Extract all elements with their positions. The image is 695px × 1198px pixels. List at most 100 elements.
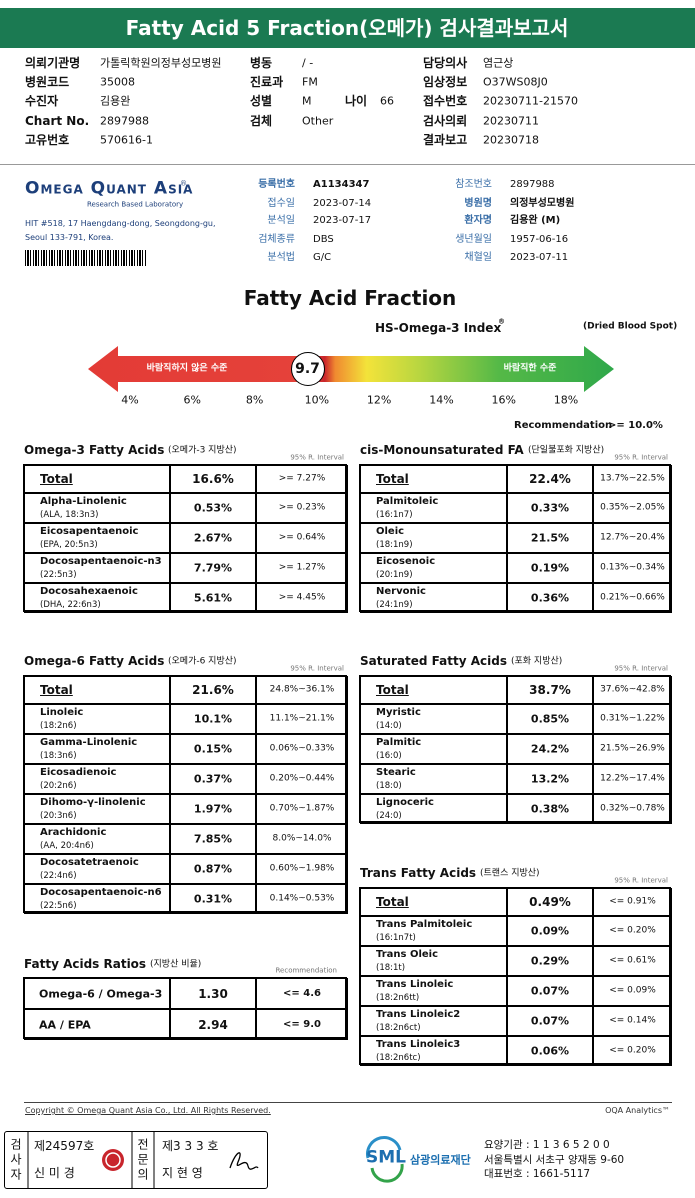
barcode (25, 250, 147, 266)
acid-range: 0.31%~1.22% (600, 713, 665, 724)
table-cell (592, 492, 672, 523)
table-cell (592, 793, 672, 824)
acid-code: (22:5n3) (40, 569, 77, 580)
table-cell (359, 975, 507, 1006)
table-cell (23, 1008, 170, 1040)
acid-code: (20:1n9) (376, 569, 413, 580)
org-logo: SML (366, 1147, 406, 1168)
lab-value: 의정부성모병원 (510, 198, 575, 209)
table-cell (169, 703, 256, 734)
info-label: 진료과 (250, 75, 284, 89)
table-cell (592, 703, 672, 734)
acid-value: 0.07% (530, 1014, 570, 1028)
acid-range: >= 0.64% (278, 532, 326, 543)
table-cell (169, 793, 256, 824)
acid-value: 0.33% (530, 501, 570, 515)
table-cell (23, 977, 170, 1009)
acid-code: (18:2n6tc) (376, 1052, 421, 1063)
acid-value: 0.36% (530, 591, 570, 605)
ratio-value: 1.30 (198, 986, 228, 1001)
acid-value: 0.85% (530, 712, 570, 726)
acid-range: 0.20%~0.44% (269, 773, 335, 784)
lab-logo: Omega Quant Asia (25, 178, 194, 199)
acid-name: Alpha-Linolenic (40, 496, 127, 507)
info-value: 김용완 (100, 94, 131, 108)
total-range: 37.6%~42.8% (600, 684, 665, 695)
lab-value: 김용완 (M) (510, 215, 561, 226)
lab-value: DBS (313, 234, 334, 245)
acid-range: 0.32%~0.78% (600, 803, 665, 814)
info-label: 접수번호 (423, 94, 468, 108)
info-label: 수진자 (25, 94, 59, 108)
sign-label: 검사자 (10, 1137, 22, 1182)
table-cell (506, 975, 593, 1006)
interval-label: 95% R. Interval (614, 453, 668, 462)
info-value: 570616-1 (100, 133, 153, 147)
table-cell (506, 464, 593, 493)
table-cell (359, 793, 507, 824)
table-cell (23, 763, 170, 794)
table-title: Omega-3 Fatty Acids (24, 443, 165, 457)
table-subtitle: (지방산 비율) (150, 959, 202, 970)
tick-label: 10% (304, 393, 330, 407)
info-label: 결과보고 (423, 133, 468, 147)
total-range: 24.8%~36.1% (269, 684, 335, 695)
table-cell (169, 977, 256, 1009)
sign-label: 전문의 (137, 1137, 149, 1182)
acid-value: 0.37% (193, 772, 233, 786)
acid-name: Myristic (376, 707, 421, 718)
table-cell (592, 552, 672, 583)
acid-range: 8.0%~14.0% (272, 833, 332, 844)
table-cell (255, 883, 348, 914)
info-value: 66 (380, 94, 394, 108)
table-cell (255, 733, 348, 764)
acid-range: <= 0.61% (609, 955, 656, 966)
acid-range: 12.7%~20.4% (600, 532, 665, 543)
acid-code: (18:2n6ct) (376, 1022, 421, 1033)
tick-label: 8% (245, 393, 264, 407)
acid-range: >= 1.27% (278, 562, 326, 573)
table-cell (592, 945, 672, 976)
tick-label: 4% (121, 393, 139, 407)
acid-value: 0.09% (530, 924, 570, 938)
info-value: 가톨릭학원의정부성모병원 (100, 56, 222, 70)
acid-range: 21.5%~26.9% (600, 743, 665, 754)
info-value: 20230711-21570 (483, 94, 578, 108)
lab-label: 환자명 (464, 215, 492, 226)
table-cell (506, 1005, 593, 1036)
ratio-range: <= 9.0 (283, 1018, 321, 1030)
sign-name: 신 미 경 (34, 1166, 75, 1180)
table-cell (359, 1005, 507, 1036)
table-cell (359, 1035, 507, 1066)
acid-value: 10.1% (193, 712, 233, 726)
acid-value: 0.06% (530, 1044, 570, 1058)
tick-label: 16% (491, 393, 516, 407)
lab-value: 2023-07-11 (510, 252, 569, 263)
info-value: O37WS08J0 (483, 75, 548, 89)
acid-name: Eicosenoic (376, 556, 436, 567)
info-label: 고유번호 (25, 133, 70, 147)
total-label: Total (376, 895, 409, 909)
acid-value: 0.53% (193, 501, 233, 515)
acid-value: 0.87% (193, 862, 233, 876)
table-cell (23, 853, 170, 884)
table-cell (359, 522, 507, 553)
info-value: M (302, 94, 312, 108)
acid-code: (16:0) (376, 750, 402, 761)
recommendation-label: Recommendation (514, 420, 613, 431)
info-value: Other (302, 114, 334, 128)
table-subtitle: (오메가-6 지방산) (168, 656, 237, 667)
acid-value: 0.19% (530, 561, 570, 575)
acid-code: (18:2n6tt) (376, 992, 420, 1003)
table-cell (169, 675, 256, 704)
info-label: 임상정보 (423, 75, 468, 89)
ratio-name: AA / EPA (39, 1018, 91, 1031)
table-cell (169, 853, 256, 884)
sign-box (4, 1131, 268, 1189)
table-cell (23, 582, 170, 613)
total-label: Total (40, 683, 73, 697)
acid-code: (20:3n6) (40, 810, 77, 821)
table-cell (359, 464, 507, 493)
table-cell (359, 915, 507, 946)
table-cell (506, 552, 593, 583)
